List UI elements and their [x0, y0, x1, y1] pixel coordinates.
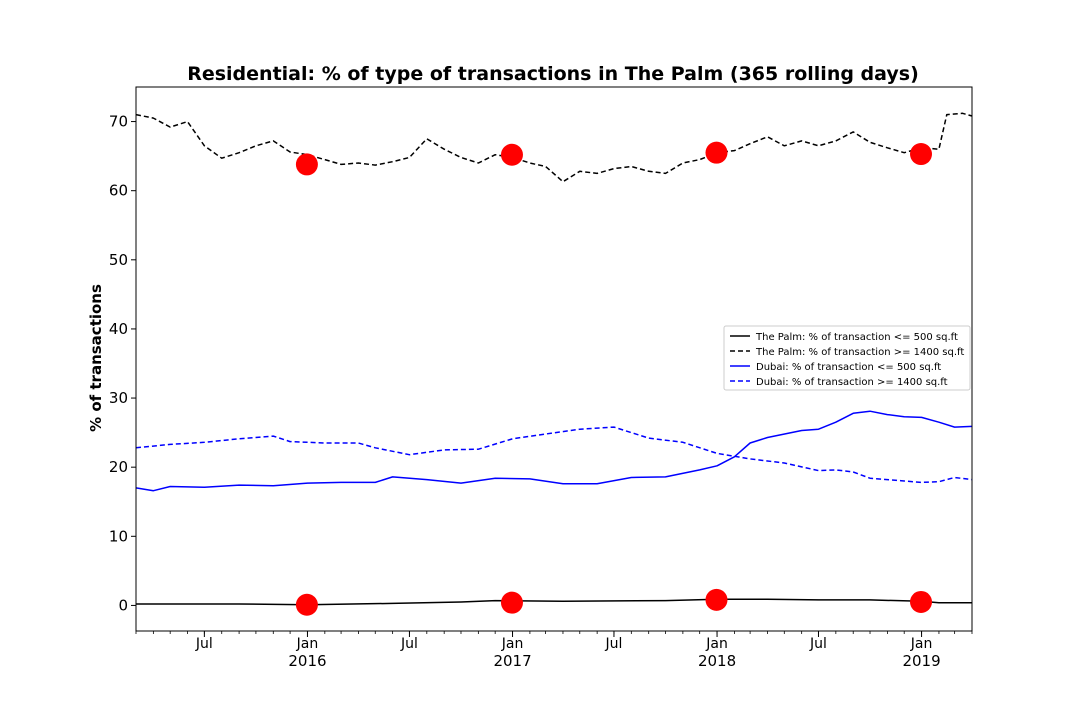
marker-point — [295, 153, 318, 176]
series-layer — [135, 112, 973, 606]
x-tick-label: Jan — [705, 636, 728, 652]
y-tick-label: 60 — [109, 182, 128, 200]
marker-point — [910, 590, 933, 613]
series-line-4 — [135, 426, 973, 484]
legend-entry-3: Dubai: % of transaction <= 500 sq.ft — [756, 362, 941, 373]
x-tick-year-label: 2016 — [288, 652, 326, 670]
marker-point — [295, 593, 318, 616]
y-tick-label: 30 — [109, 389, 128, 407]
series-line-3 — [135, 410, 973, 492]
marker-point — [705, 588, 728, 611]
chart-title: Residential: % of type of transactions i… — [187, 63, 919, 85]
marker-layer — [295, 141, 933, 616]
x-tick-label: Jan — [296, 636, 319, 652]
x-tick-label: Jul — [809, 636, 827, 652]
x-tick-label: Jul — [400, 636, 418, 652]
marker-point — [910, 143, 933, 166]
marker-point — [500, 591, 523, 614]
plot-frame — [135, 86, 973, 632]
y-tick-label: 40 — [109, 320, 128, 338]
y-axis-label: % of transactions — [87, 284, 105, 432]
series-line-2 — [135, 112, 973, 183]
x-tick-year-label: 2017 — [493, 652, 531, 670]
y-tick-label: 50 — [109, 251, 128, 269]
y-tick-label: 0 — [118, 596, 128, 614]
x-tick-label: Jan — [501, 636, 524, 652]
x-tick-year-label: 2019 — [902, 652, 940, 670]
marker-point — [500, 143, 523, 166]
legend-entry-4: Dubai: % of transaction >= 1400 sq.ft — [756, 377, 948, 388]
legend-box — [723, 325, 971, 391]
x-tick-label: Jul — [605, 636, 623, 652]
y-tick-label: 10 — [109, 527, 128, 545]
series-line-1 — [136, 598, 972, 606]
legend-entry-1: The Palm: % of transaction <= 500 sq.ft — [755, 332, 958, 343]
legend: The Palm: % of transaction <= 500 sq.ft T… — [723, 325, 971, 391]
y-tick-label: 20 — [109, 458, 128, 476]
x-tick-label: Jan — [910, 636, 933, 652]
x-tick-label: Jul — [195, 636, 213, 652]
legend-entry-2: The Palm: % of transaction >= 1400 sq.ft — [755, 347, 964, 358]
y-tick-label: 70 — [109, 113, 128, 131]
marker-point — [705, 141, 728, 164]
x-tick-year-label: 2018 — [698, 652, 736, 670]
